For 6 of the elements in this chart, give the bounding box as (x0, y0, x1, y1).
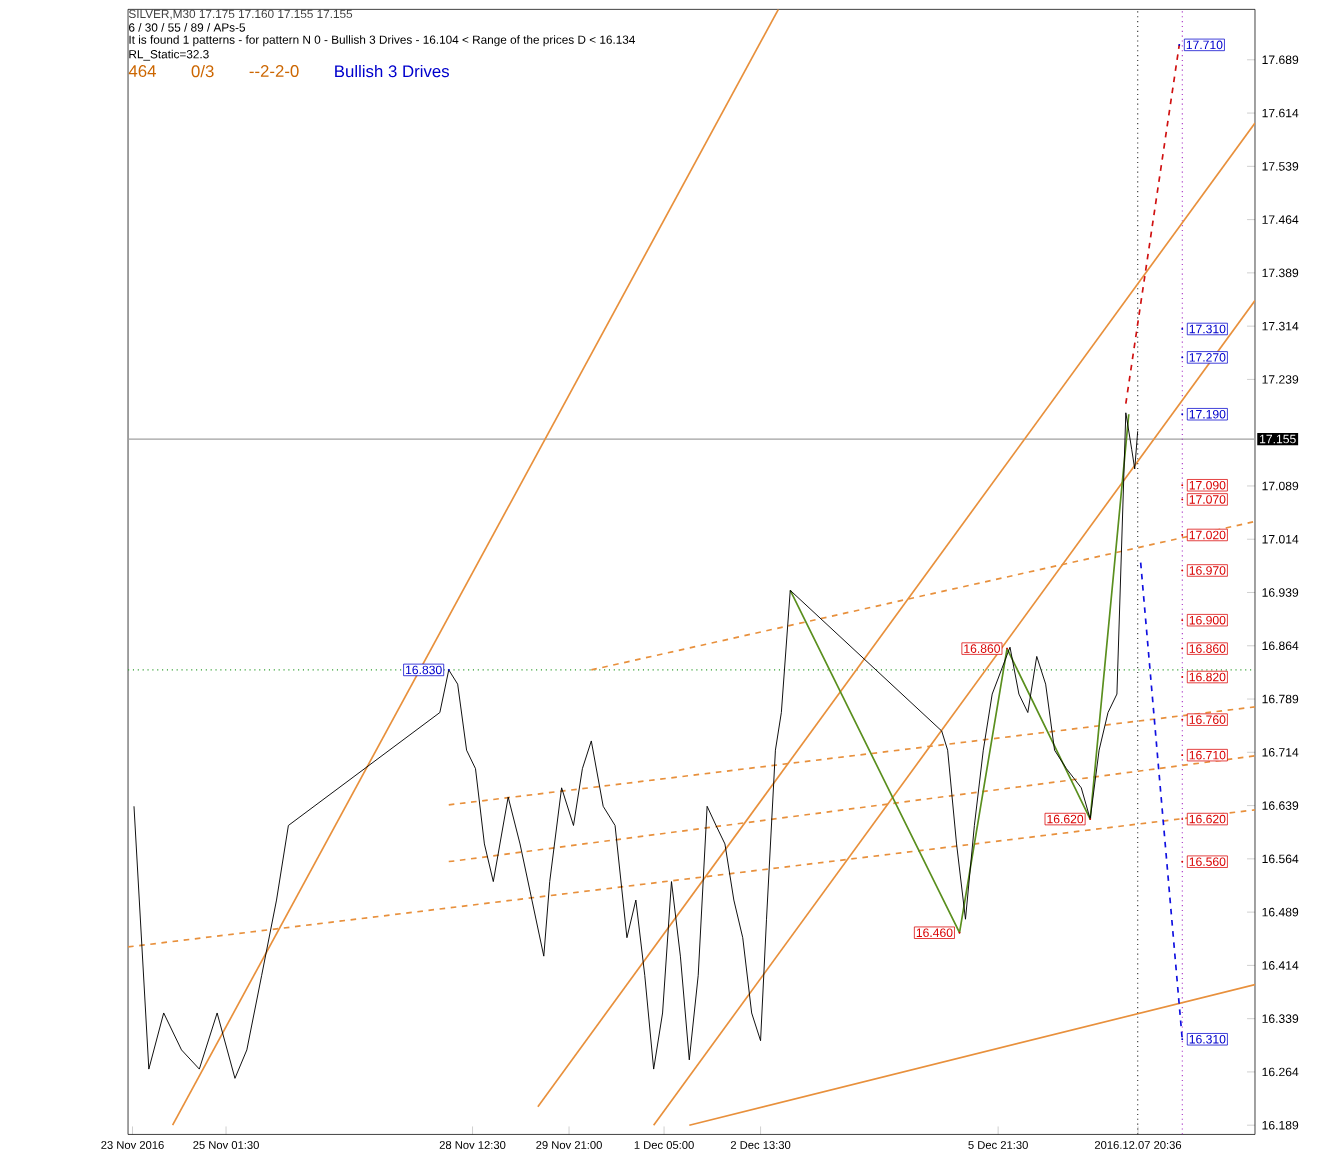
annotation: 464 (128, 65, 156, 77)
annotation: 0/3 (191, 64, 214, 78)
annotation: Bullish 3 Drives (335, 64, 449, 78)
line-series (133, 412, 1139, 1079)
line-series (789, 413, 1130, 934)
annotation: --2-2-0 (249, 65, 299, 77)
